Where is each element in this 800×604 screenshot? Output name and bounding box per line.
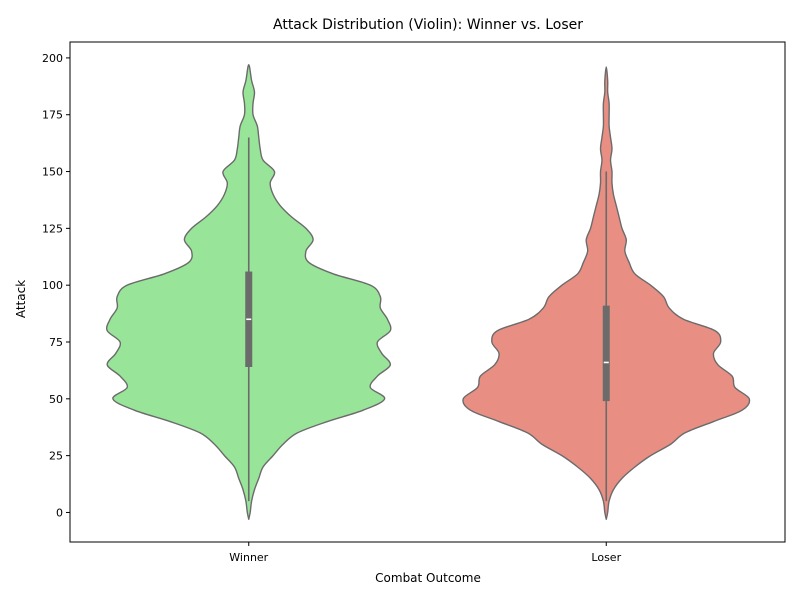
iqr-box-loser	[602, 305, 610, 402]
y-tick-label: 50	[49, 393, 63, 406]
y-tick-label: 175	[42, 109, 63, 122]
violin-loser	[462, 66, 751, 520]
chart-title: Attack Distribution (Violin): Winner vs.…	[273, 17, 583, 33]
plot-frame	[69, 41, 786, 543]
y-tick-label: 0	[56, 506, 63, 519]
y-tick-label: 200	[42, 52, 63, 65]
y-tick-label: 25	[49, 450, 63, 463]
plot-area	[105, 64, 751, 520]
y-tick-label: 75	[49, 336, 63, 349]
y-tick-label: 100	[42, 279, 63, 292]
y-tick-label: 125	[42, 222, 63, 235]
x-tick-label: Loser	[591, 551, 621, 564]
y-axis-label: Attack	[14, 280, 28, 318]
y-tick-label: 150	[42, 166, 63, 179]
violin-winner	[105, 64, 392, 520]
x-tick-label: Winner	[229, 551, 268, 564]
axes: 0 25 50 75 100 125 150 175 200 Winner Loser	[42, 41, 786, 564]
x-axis-label: Combat Outcome	[375, 571, 481, 585]
